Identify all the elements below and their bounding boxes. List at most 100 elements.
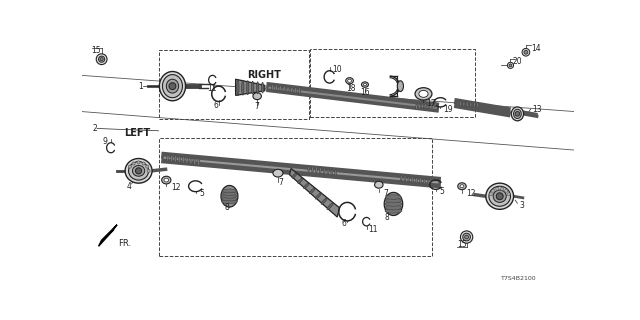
Ellipse shape (253, 93, 261, 100)
Ellipse shape (511, 107, 524, 121)
Ellipse shape (385, 198, 401, 203)
Circle shape (96, 54, 107, 65)
Ellipse shape (292, 173, 297, 178)
Circle shape (460, 231, 473, 243)
Ellipse shape (486, 183, 513, 209)
Polygon shape (99, 225, 117, 246)
Ellipse shape (146, 165, 148, 168)
Ellipse shape (182, 156, 184, 164)
Ellipse shape (132, 162, 135, 165)
Ellipse shape (129, 162, 148, 180)
Ellipse shape (477, 102, 479, 108)
Ellipse shape (147, 169, 150, 172)
Text: 8: 8 (385, 212, 390, 221)
Text: 8: 8 (224, 203, 229, 212)
Circle shape (100, 58, 103, 61)
Ellipse shape (252, 81, 254, 94)
Ellipse shape (474, 102, 476, 108)
Text: 10: 10 (333, 65, 342, 74)
Ellipse shape (470, 102, 472, 107)
Circle shape (99, 56, 105, 62)
Ellipse shape (257, 82, 259, 94)
Text: 7: 7 (254, 102, 259, 111)
Ellipse shape (279, 85, 282, 92)
Ellipse shape (198, 159, 200, 165)
Text: 13: 13 (532, 105, 541, 114)
Ellipse shape (221, 200, 237, 204)
Bar (159, 50, 308, 119)
Ellipse shape (385, 202, 401, 206)
Ellipse shape (348, 79, 351, 82)
Ellipse shape (362, 82, 369, 87)
Ellipse shape (492, 189, 495, 192)
Ellipse shape (463, 101, 465, 107)
Ellipse shape (298, 88, 301, 94)
Ellipse shape (316, 167, 317, 173)
Circle shape (465, 235, 468, 239)
Text: T7S4B2100: T7S4B2100 (501, 276, 537, 281)
Circle shape (515, 112, 520, 116)
Ellipse shape (163, 75, 182, 98)
Ellipse shape (428, 103, 430, 108)
Ellipse shape (408, 176, 410, 182)
Ellipse shape (460, 185, 464, 188)
Ellipse shape (308, 165, 310, 172)
Ellipse shape (385, 205, 402, 210)
Ellipse shape (400, 175, 402, 181)
Ellipse shape (174, 156, 177, 162)
Ellipse shape (237, 80, 239, 96)
Ellipse shape (493, 190, 506, 203)
Ellipse shape (223, 189, 236, 193)
Bar (310, 49, 475, 117)
Text: 19: 19 (444, 105, 453, 114)
Ellipse shape (319, 167, 321, 173)
Text: 11: 11 (368, 225, 378, 234)
Text: 14: 14 (531, 44, 541, 53)
Text: RIGHT: RIGHT (247, 69, 281, 80)
Ellipse shape (159, 71, 186, 101)
Polygon shape (236, 79, 265, 95)
Ellipse shape (422, 103, 424, 109)
Ellipse shape (303, 183, 309, 188)
Ellipse shape (170, 155, 173, 162)
Text: 1: 1 (138, 82, 143, 91)
Text: FR.: FR. (118, 239, 132, 248)
Ellipse shape (423, 178, 425, 185)
Ellipse shape (397, 81, 403, 92)
Ellipse shape (431, 102, 433, 108)
Ellipse shape (364, 84, 367, 86)
Ellipse shape (186, 157, 188, 164)
Ellipse shape (166, 154, 169, 161)
Ellipse shape (222, 197, 237, 201)
Circle shape (524, 50, 528, 54)
Text: 5: 5 (200, 189, 204, 198)
Text: 2: 2 (92, 124, 97, 133)
Ellipse shape (489, 193, 492, 196)
Text: 16: 16 (360, 88, 370, 97)
Ellipse shape (142, 162, 145, 165)
Text: 11: 11 (207, 84, 216, 93)
Ellipse shape (384, 192, 403, 215)
Text: 9: 9 (102, 137, 108, 146)
Ellipse shape (415, 104, 417, 110)
Text: 4: 4 (126, 182, 131, 191)
Ellipse shape (271, 84, 274, 90)
Ellipse shape (419, 104, 420, 109)
Ellipse shape (283, 86, 285, 92)
Circle shape (509, 64, 512, 67)
Ellipse shape (419, 90, 428, 97)
Circle shape (522, 48, 530, 56)
Ellipse shape (178, 156, 180, 163)
Ellipse shape (316, 193, 321, 199)
Ellipse shape (489, 186, 511, 206)
Ellipse shape (190, 157, 192, 164)
Ellipse shape (327, 169, 329, 175)
Polygon shape (289, 169, 340, 217)
Ellipse shape (374, 181, 383, 188)
Ellipse shape (346, 78, 353, 84)
Ellipse shape (275, 85, 278, 91)
Circle shape (136, 168, 141, 174)
Ellipse shape (415, 88, 432, 100)
Ellipse shape (513, 109, 521, 118)
Ellipse shape (137, 161, 140, 164)
